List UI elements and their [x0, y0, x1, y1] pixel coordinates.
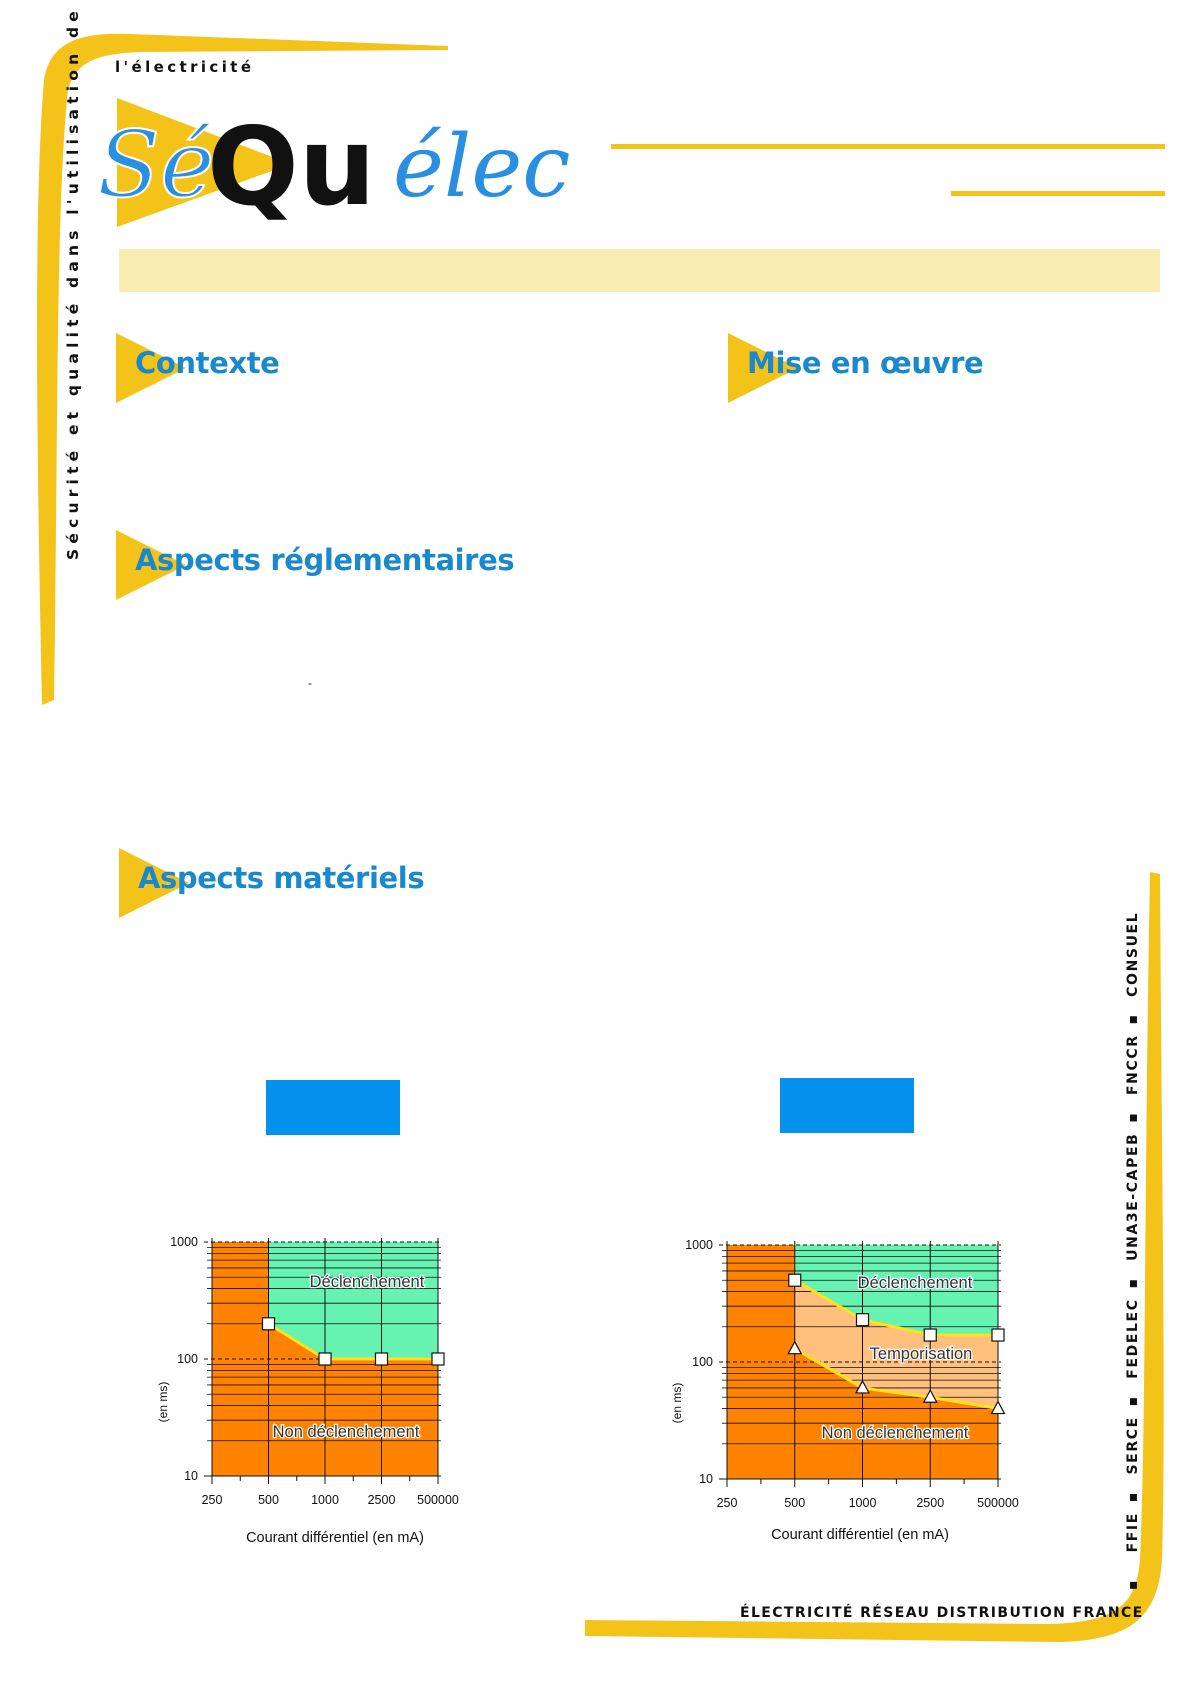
logo-play-triangle — [117, 98, 291, 227]
y-axis-label-2: (en ms) — [670, 1383, 684, 1424]
region-label-trip-1: Déclenchement — [310, 1273, 425, 1291]
heading-aspects-reglementaires: Aspects réglementaires — [135, 543, 515, 577]
x-tick-label-2: 1000 — [849, 1496, 877, 1510]
logo-qu-text: Qu — [207, 105, 376, 230]
data-point-trip-1 — [261, 1317, 276, 1331]
x-axis-label-1: Courant différentiel (en mA) — [246, 1530, 424, 1546]
x-tick-label-2: 250 — [717, 1496, 738, 1510]
partner-una3e-capeb: UNA3E-CAPEB — [1125, 1132, 1141, 1261]
region-label-no-trip-1: Non déclenchement — [273, 1423, 420, 1441]
blue-label-box-left — [266, 1080, 400, 1135]
region-label-trip-2: Déclenchement — [858, 1274, 973, 1292]
x-tick-label-2: 500000 — [977, 1496, 1019, 1510]
triangle-marker-aspects-reglementaires — [116, 530, 186, 600]
y-tick-label-1: 1000 — [170, 1235, 198, 1249]
blue-label-box-right — [780, 1078, 914, 1133]
series-line-delay-curve-2 — [793, 1347, 999, 1411]
header-rule-long — [611, 144, 1165, 149]
triangle-marker-aspects-materiels — [119, 848, 189, 918]
data-point-delay-2 — [854, 1379, 871, 1394]
x-ticks-1: 250 500 1000 2500 500000 — [202, 1493, 459, 1507]
y-tick-label-2: 10 — [699, 1472, 713, 1486]
heading-contexte: Contexte — [135, 346, 280, 380]
logo-elec-text: élec — [393, 117, 570, 217]
data-point-delay-2 — [990, 1400, 1006, 1415]
data-point-trip-2 — [788, 1273, 802, 1287]
gridlines-2 — [719, 1241, 1001, 1487]
header-rule-short — [951, 191, 1165, 196]
data-point-delay-2 — [787, 1340, 803, 1355]
x-axis-label-2: Courant différentiel (en mA) — [771, 1527, 949, 1543]
x-ticks-2: 250 500 1000 2500 500000 — [717, 1496, 1019, 1510]
x-tick-label-2: 2500 — [916, 1496, 944, 1510]
sequelec-logo: Sé Qu élec — [96, 98, 570, 230]
x-tick-label-2: 500 — [784, 1496, 805, 1510]
heading-mise-en-oeuvre: Mise en œuvre — [747, 346, 984, 380]
series-markers-1 — [261, 1317, 445, 1366]
y-ticks-2: 10 100 1000 — [685, 1238, 713, 1486]
x-tick-label-1: 500000 — [417, 1493, 459, 1507]
plot-area-1 — [204, 1238, 445, 1484]
y-ticks-1: 10 100 1000 — [170, 1235, 198, 1483]
plot-area-2 — [719, 1241, 1006, 1487]
series-markers-2 — [787, 1273, 1006, 1415]
partner-bullet: ▪ — [1125, 1578, 1141, 1590]
data-point-trip-2 — [855, 1313, 870, 1327]
region-label-no-trip-2: Non déclenchement — [822, 1424, 969, 1442]
heading-aspects-materiels: Aspects matériels — [138, 861, 425, 895]
region-label-delay-2: Temporisation — [870, 1345, 973, 1363]
x-tick-label-1: 1000 — [311, 1493, 339, 1507]
trip-chart-instantaneous: 250 500 1000 2500 500000 10 100 1000 Déclenche… — [156, 1235, 459, 1546]
triangle-marker-contexte — [116, 333, 186, 403]
region-trip-1 — [268, 1242, 438, 1359]
x-tick-label-1: 2500 — [368, 1493, 396, 1507]
partner-serce: SERCE — [1125, 1416, 1141, 1475]
title-banner — [119, 249, 1160, 292]
partners-list: ▪ FFIE▪ SERCE▪ FEDELEC▪ UNA3E-CAPEB▪ FNC… — [1125, 911, 1141, 1590]
x-tick-label-1: 500 — [258, 1493, 279, 1507]
data-point-delay-2 — [922, 1388, 938, 1403]
series-line-trip-curve-2 — [793, 1278, 998, 1337]
y-tick-label-1: 10 — [184, 1469, 198, 1483]
y-tick-label-2: 1000 — [685, 1238, 713, 1252]
partner-fnccr: FNCCR — [1125, 1034, 1141, 1095]
partner-consuel: CONSUEL — [1125, 911, 1141, 997]
partner-ffie: FFIE — [1125, 1512, 1141, 1553]
x-tick-label-1: 250 — [202, 1493, 223, 1507]
trip-chart-delayed: 250 500 1000 2500 500000 10 100 1000 Déclenche… — [670, 1238, 1019, 1543]
footer-org: ÉLECTRICITÉ RÉSEAU DISTRIBUTION FRANCE — [740, 1605, 1144, 1621]
data-point-trip-2 — [991, 1328, 1005, 1342]
sidebar-tagline: Sécurité et qualité dans l'utilisation d… — [64, 6, 82, 560]
triangle-marker-mise-en-oeuvre — [728, 333, 798, 403]
data-point-trip-1 — [431, 1352, 445, 1366]
y-tick-label-1: 100 — [177, 1352, 198, 1366]
data-point-trip-1 — [318, 1352, 332, 1366]
partner-fedelec: FEDELEC — [1125, 1298, 1141, 1379]
stray-mark: - — [308, 676, 312, 690]
logo-se-text: Sé — [97, 111, 214, 218]
tagline-top: l'électricité — [115, 58, 255, 76]
series-line-trip-curve-1 — [267, 1322, 438, 1361]
data-point-trip-2 — [923, 1328, 937, 1342]
region-trip-2 — [794, 1245, 998, 1336]
y-axis-label-1: (en ms) — [156, 1382, 170, 1423]
data-point-trip-1 — [374, 1352, 389, 1366]
y-tick-label-2: 100 — [692, 1355, 713, 1369]
